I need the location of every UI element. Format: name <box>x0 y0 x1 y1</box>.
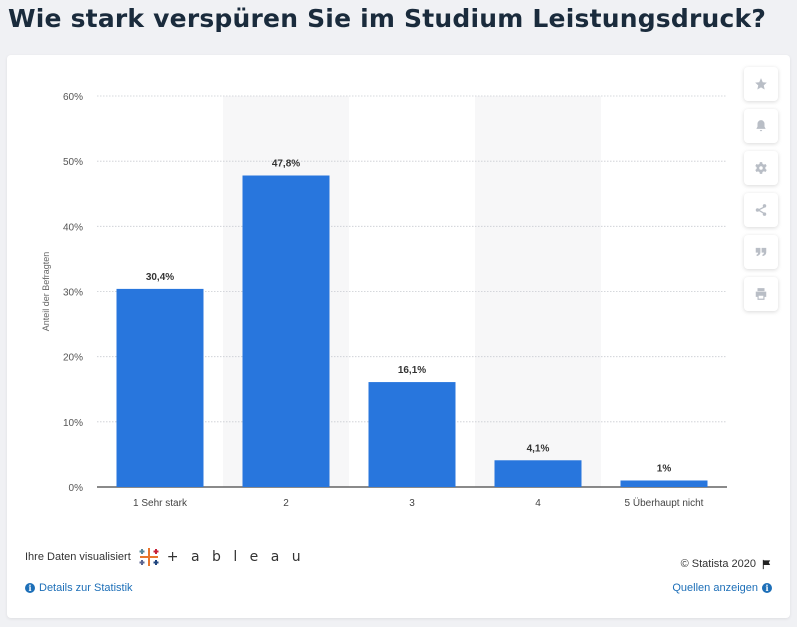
details-link-label: Details zur Statistik <box>39 582 133 594</box>
tableau-logo-icon <box>139 548 159 566</box>
info-icon: i <box>25 583 35 593</box>
x-tick-label: 1 Sehr stark <box>133 498 188 509</box>
quote-icon <box>755 247 767 257</box>
data-label: 4,1% <box>527 443 550 454</box>
bar <box>368 382 456 487</box>
chart-card: 0% 10% 20% 30% 40% 50% 60% 30,4% 1 Sehr stark 47,… <box>7 55 790 618</box>
info-icon: i <box>762 583 772 593</box>
x-tick-label: 3 <box>409 498 415 509</box>
gear-icon <box>755 162 767 174</box>
cite-button[interactable] <box>744 235 778 269</box>
y-tick-label: 60% <box>63 92 83 103</box>
sources-link-label: Quellen anzeigen <box>672 582 758 594</box>
visualized-by-text: Ihre Daten visualisiert <box>25 551 131 563</box>
bar <box>242 175 330 487</box>
print-icon <box>755 288 767 300</box>
y-axis-label: Anteil der Befragten <box>41 252 51 332</box>
notification-button[interactable] <box>744 109 778 143</box>
y-tick-label: 0% <box>69 483 84 494</box>
data-label: 47,8% <box>272 159 300 170</box>
favorite-button[interactable] <box>744 67 778 101</box>
share-icon <box>755 204 767 216</box>
star-icon <box>755 78 767 90</box>
print-button[interactable] <box>744 277 778 311</box>
y-tick-label: 20% <box>63 353 83 364</box>
page-title: Wie stark verspüren Sie im Studium Leist… <box>8 4 767 33</box>
data-label: 1% <box>657 463 672 474</box>
y-tick-label: 30% <box>63 288 83 299</box>
copyright-text: © Statista 2020 <box>680 558 756 570</box>
tableau-wordmark: + a b l e a u <box>166 549 305 565</box>
bar <box>116 288 204 487</box>
tableau-credit: Ihre Daten visualisiert + a b l e a u <box>25 545 305 569</box>
x-tick-label: 5 Überhaupt nicht <box>625 497 704 509</box>
flag-icon[interactable] <box>761 559 772 570</box>
bar <box>494 460 582 487</box>
bar <box>620 480 708 487</box>
settings-button[interactable] <box>744 151 778 185</box>
x-tick-label: 2 <box>283 498 289 509</box>
sources-link[interactable]: Quellen anzeigen i <box>672 582 772 594</box>
chart-toolbar <box>744 67 778 319</box>
data-label: 30,4% <box>146 272 174 283</box>
details-link[interactable]: i Details zur Statistik <box>25 582 133 594</box>
y-tick-label: 50% <box>63 157 83 168</box>
copyright: © Statista 2020 <box>681 558 772 570</box>
bar-chart: 0% 10% 20% 30% 40% 50% 60% 30,4% 1 Sehr stark 47,… <box>41 92 727 509</box>
share-button[interactable] <box>744 193 778 227</box>
y-tick-label: 10% <box>63 418 83 429</box>
y-tick-label: 40% <box>63 222 83 233</box>
x-tick-label: 4 <box>535 498 541 509</box>
bell-icon <box>756 120 766 132</box>
data-label: 16,1% <box>398 365 426 376</box>
